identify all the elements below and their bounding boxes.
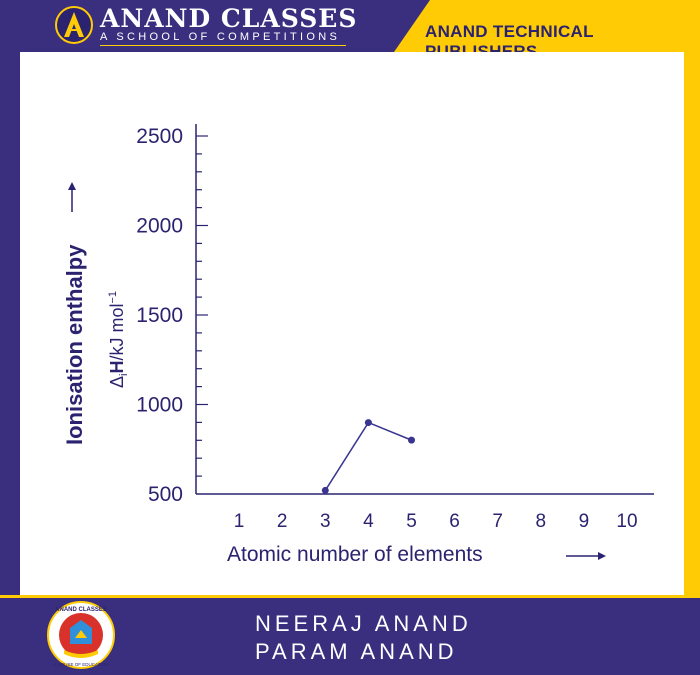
anand-classes-logo-icon bbox=[55, 6, 93, 44]
author-name-1: NEERAJ ANAND bbox=[255, 611, 472, 636]
enthalpy-symbol: H bbox=[107, 361, 127, 374]
delta-subscript: i bbox=[118, 374, 130, 376]
y-axis-label: Ionisation enthalpy bbox=[62, 244, 87, 445]
brand-title: ANAND CLASSES bbox=[100, 4, 358, 33]
footer-divider bbox=[0, 595, 700, 598]
y-axis-arrow-icon bbox=[68, 182, 76, 212]
x-tick-label: 7 bbox=[492, 511, 503, 532]
y-tick-label: 500 bbox=[148, 483, 183, 506]
y-tick-label: 1500 bbox=[136, 304, 183, 327]
authors-block: NEERAJ ANAND PARAM ANAND bbox=[255, 610, 472, 666]
house-of-education-logo-icon: ANAND CLASSES A HOUSE OF EDUCATION bbox=[47, 601, 115, 669]
x-tick-label: 4 bbox=[363, 511, 374, 532]
author-name-2: PARAM ANAND bbox=[255, 639, 458, 664]
tagline-divider bbox=[100, 45, 346, 46]
unit-text: /kJ mol bbox=[107, 304, 127, 361]
y-tick-label: 1000 bbox=[136, 394, 183, 417]
right-accent-strip bbox=[684, 52, 700, 595]
chart-panel bbox=[20, 52, 684, 595]
x-axis-arrow-icon bbox=[566, 552, 606, 560]
x-tick-label: 10 bbox=[616, 511, 637, 532]
x-ticks: 1 2 3 4 5 6 7 8 9 10 bbox=[234, 511, 638, 532]
y-tick-label: 2000 bbox=[136, 215, 183, 238]
x-axis-label: Atomic number of elements bbox=[227, 543, 483, 566]
series-group bbox=[321, 419, 415, 494]
logo-top-text: ANAND CLASSES bbox=[55, 607, 107, 613]
x-tick-label: 9 bbox=[579, 511, 590, 532]
publisher-banner bbox=[370, 0, 700, 52]
delta-symbol: Δ bbox=[107, 376, 127, 388]
x-tick-label: 8 bbox=[536, 511, 547, 532]
series-line bbox=[324, 421, 412, 491]
data-point bbox=[321, 486, 329, 494]
x-tick-label: 3 bbox=[320, 511, 331, 532]
y-tick-label: 2500 bbox=[136, 125, 183, 148]
x-tick-label: 1 bbox=[234, 511, 245, 532]
x-tick-label: 2 bbox=[277, 511, 288, 532]
x-tick-label: 6 bbox=[449, 511, 460, 532]
logo-bottom-text: A HOUSE OF EDUCATION bbox=[54, 662, 109, 667]
x-tick-label: 5 bbox=[406, 511, 417, 532]
unit-superscript: −1 bbox=[107, 291, 119, 304]
data-point bbox=[364, 419, 372, 427]
brand-tagline: A SCHOOL OF COMPETITIONS bbox=[100, 31, 341, 43]
y-ticks: 500 1000 1500 2000 2500 bbox=[136, 125, 208, 506]
chart-axes bbox=[195, 124, 654, 495]
data-point bbox=[408, 436, 415, 444]
y-axis-unit-label: ΔiH/kJ mol−1 bbox=[107, 291, 130, 388]
